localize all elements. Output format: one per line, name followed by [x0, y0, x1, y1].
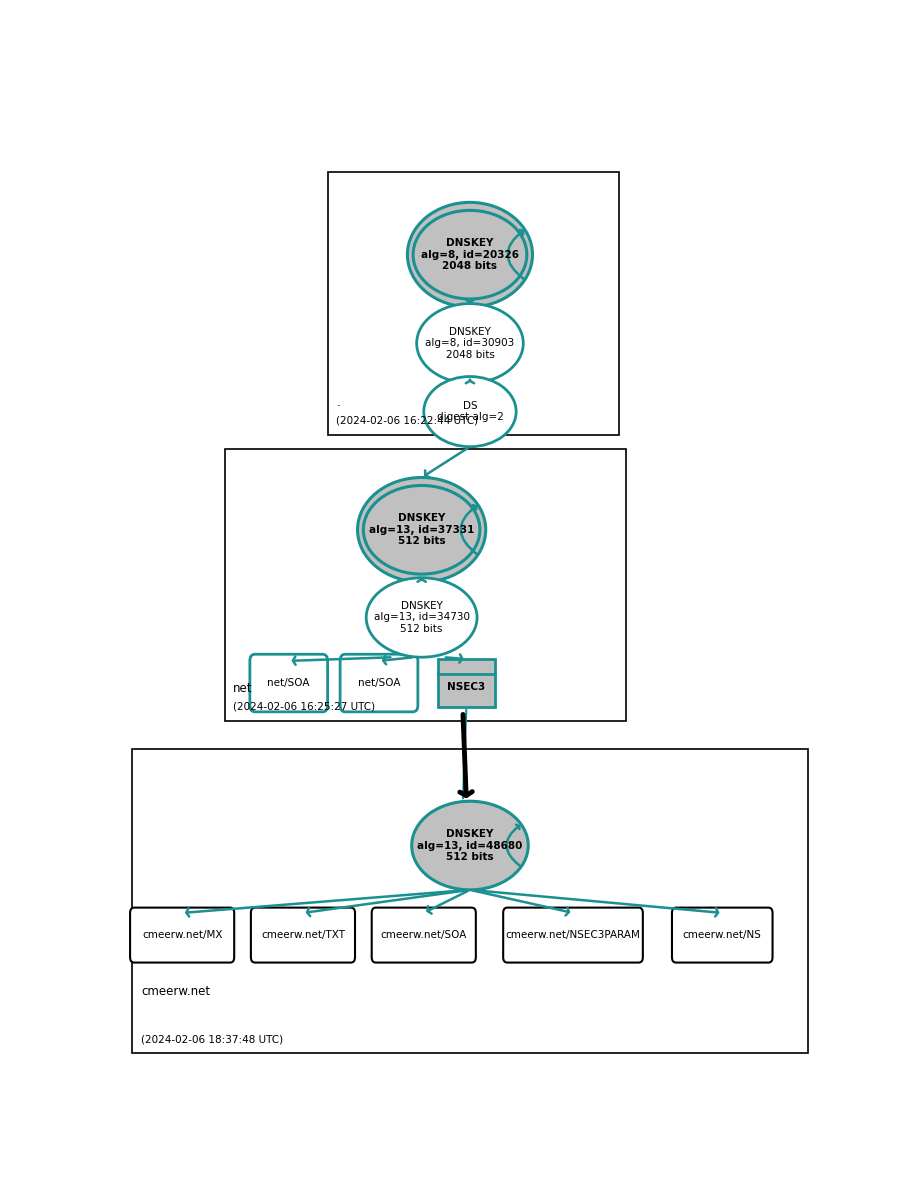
FancyBboxPatch shape: [672, 908, 772, 963]
Text: cmeerw.net: cmeerw.net: [141, 984, 210, 998]
Text: cmeerw.net/MX: cmeerw.net/MX: [142, 930, 223, 940]
Text: net/SOA: net/SOA: [358, 679, 400, 688]
Ellipse shape: [363, 486, 480, 574]
Text: cmeerw.net/SOA: cmeerw.net/SOA: [381, 930, 467, 940]
Bar: [328, 171, 619, 435]
FancyBboxPatch shape: [130, 908, 234, 963]
FancyBboxPatch shape: [251, 908, 355, 963]
FancyBboxPatch shape: [249, 655, 327, 712]
Ellipse shape: [407, 203, 533, 307]
Text: DNSKEY
alg=8, id=30903
2048 bits: DNSKEY alg=8, id=30903 2048 bits: [425, 326, 514, 360]
FancyBboxPatch shape: [371, 908, 476, 963]
Ellipse shape: [424, 376, 516, 447]
Ellipse shape: [414, 210, 526, 299]
Text: cmeerw.net/NS: cmeerw.net/NS: [683, 930, 762, 940]
Ellipse shape: [366, 578, 477, 657]
Ellipse shape: [416, 303, 524, 382]
Text: (2024-02-06 16:22:44 UTC): (2024-02-06 16:22:44 UTC): [337, 416, 479, 426]
Text: (2024-02-06 18:37:48 UTC): (2024-02-06 18:37:48 UTC): [141, 1034, 283, 1044]
Text: DNSKEY
alg=8, id=20326
2048 bits: DNSKEY alg=8, id=20326 2048 bits: [421, 239, 519, 271]
Text: cmeerw.net/NSEC3PARAM: cmeerw.net/NSEC3PARAM: [505, 930, 640, 940]
FancyBboxPatch shape: [340, 655, 418, 712]
Text: DNSKEY
alg=13, id=34730
512 bits: DNSKEY alg=13, id=34730 512 bits: [373, 601, 470, 634]
Ellipse shape: [412, 801, 528, 890]
Bar: [225, 448, 626, 721]
Text: net/SOA: net/SOA: [268, 679, 310, 688]
FancyBboxPatch shape: [503, 908, 643, 963]
Text: DS
digest alg=2: DS digest alg=2: [436, 400, 503, 422]
Bar: [132, 748, 808, 1053]
Text: (2024-02-06 16:25:27 UTC): (2024-02-06 16:25:27 UTC): [233, 701, 375, 712]
Text: NSEC3: NSEC3: [447, 682, 485, 692]
Ellipse shape: [358, 477, 486, 582]
Text: .: .: [337, 396, 340, 409]
Text: DNSKEY
alg=13, id=48680
512 bits: DNSKEY alg=13, id=48680 512 bits: [417, 829, 523, 862]
Text: net: net: [233, 682, 253, 695]
Text: DNSKEY
alg=13, id=37331
512 bits: DNSKEY alg=13, id=37331 512 bits: [369, 513, 474, 547]
Bar: [438, 659, 495, 707]
Text: cmeerw.net/TXT: cmeerw.net/TXT: [261, 930, 345, 940]
